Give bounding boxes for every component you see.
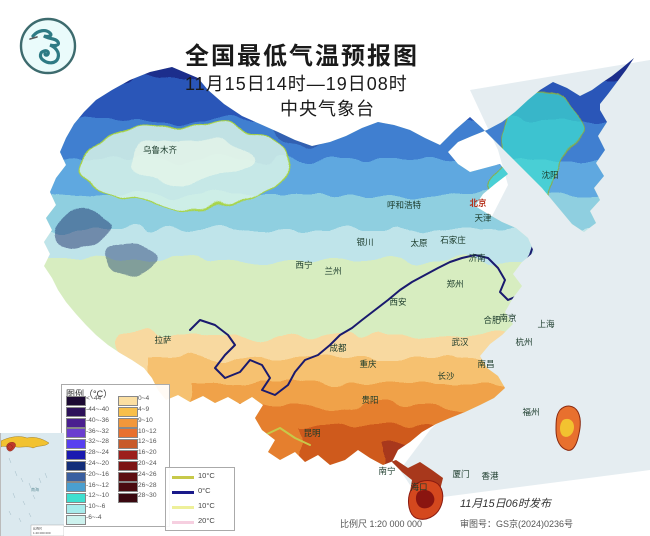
svg-text:比例尺: 比例尺 xyxy=(33,526,42,531)
svg-text:南海: 南海 xyxy=(31,486,39,492)
svg-text:1:40 000 000: 1:40 000 000 xyxy=(33,531,51,535)
